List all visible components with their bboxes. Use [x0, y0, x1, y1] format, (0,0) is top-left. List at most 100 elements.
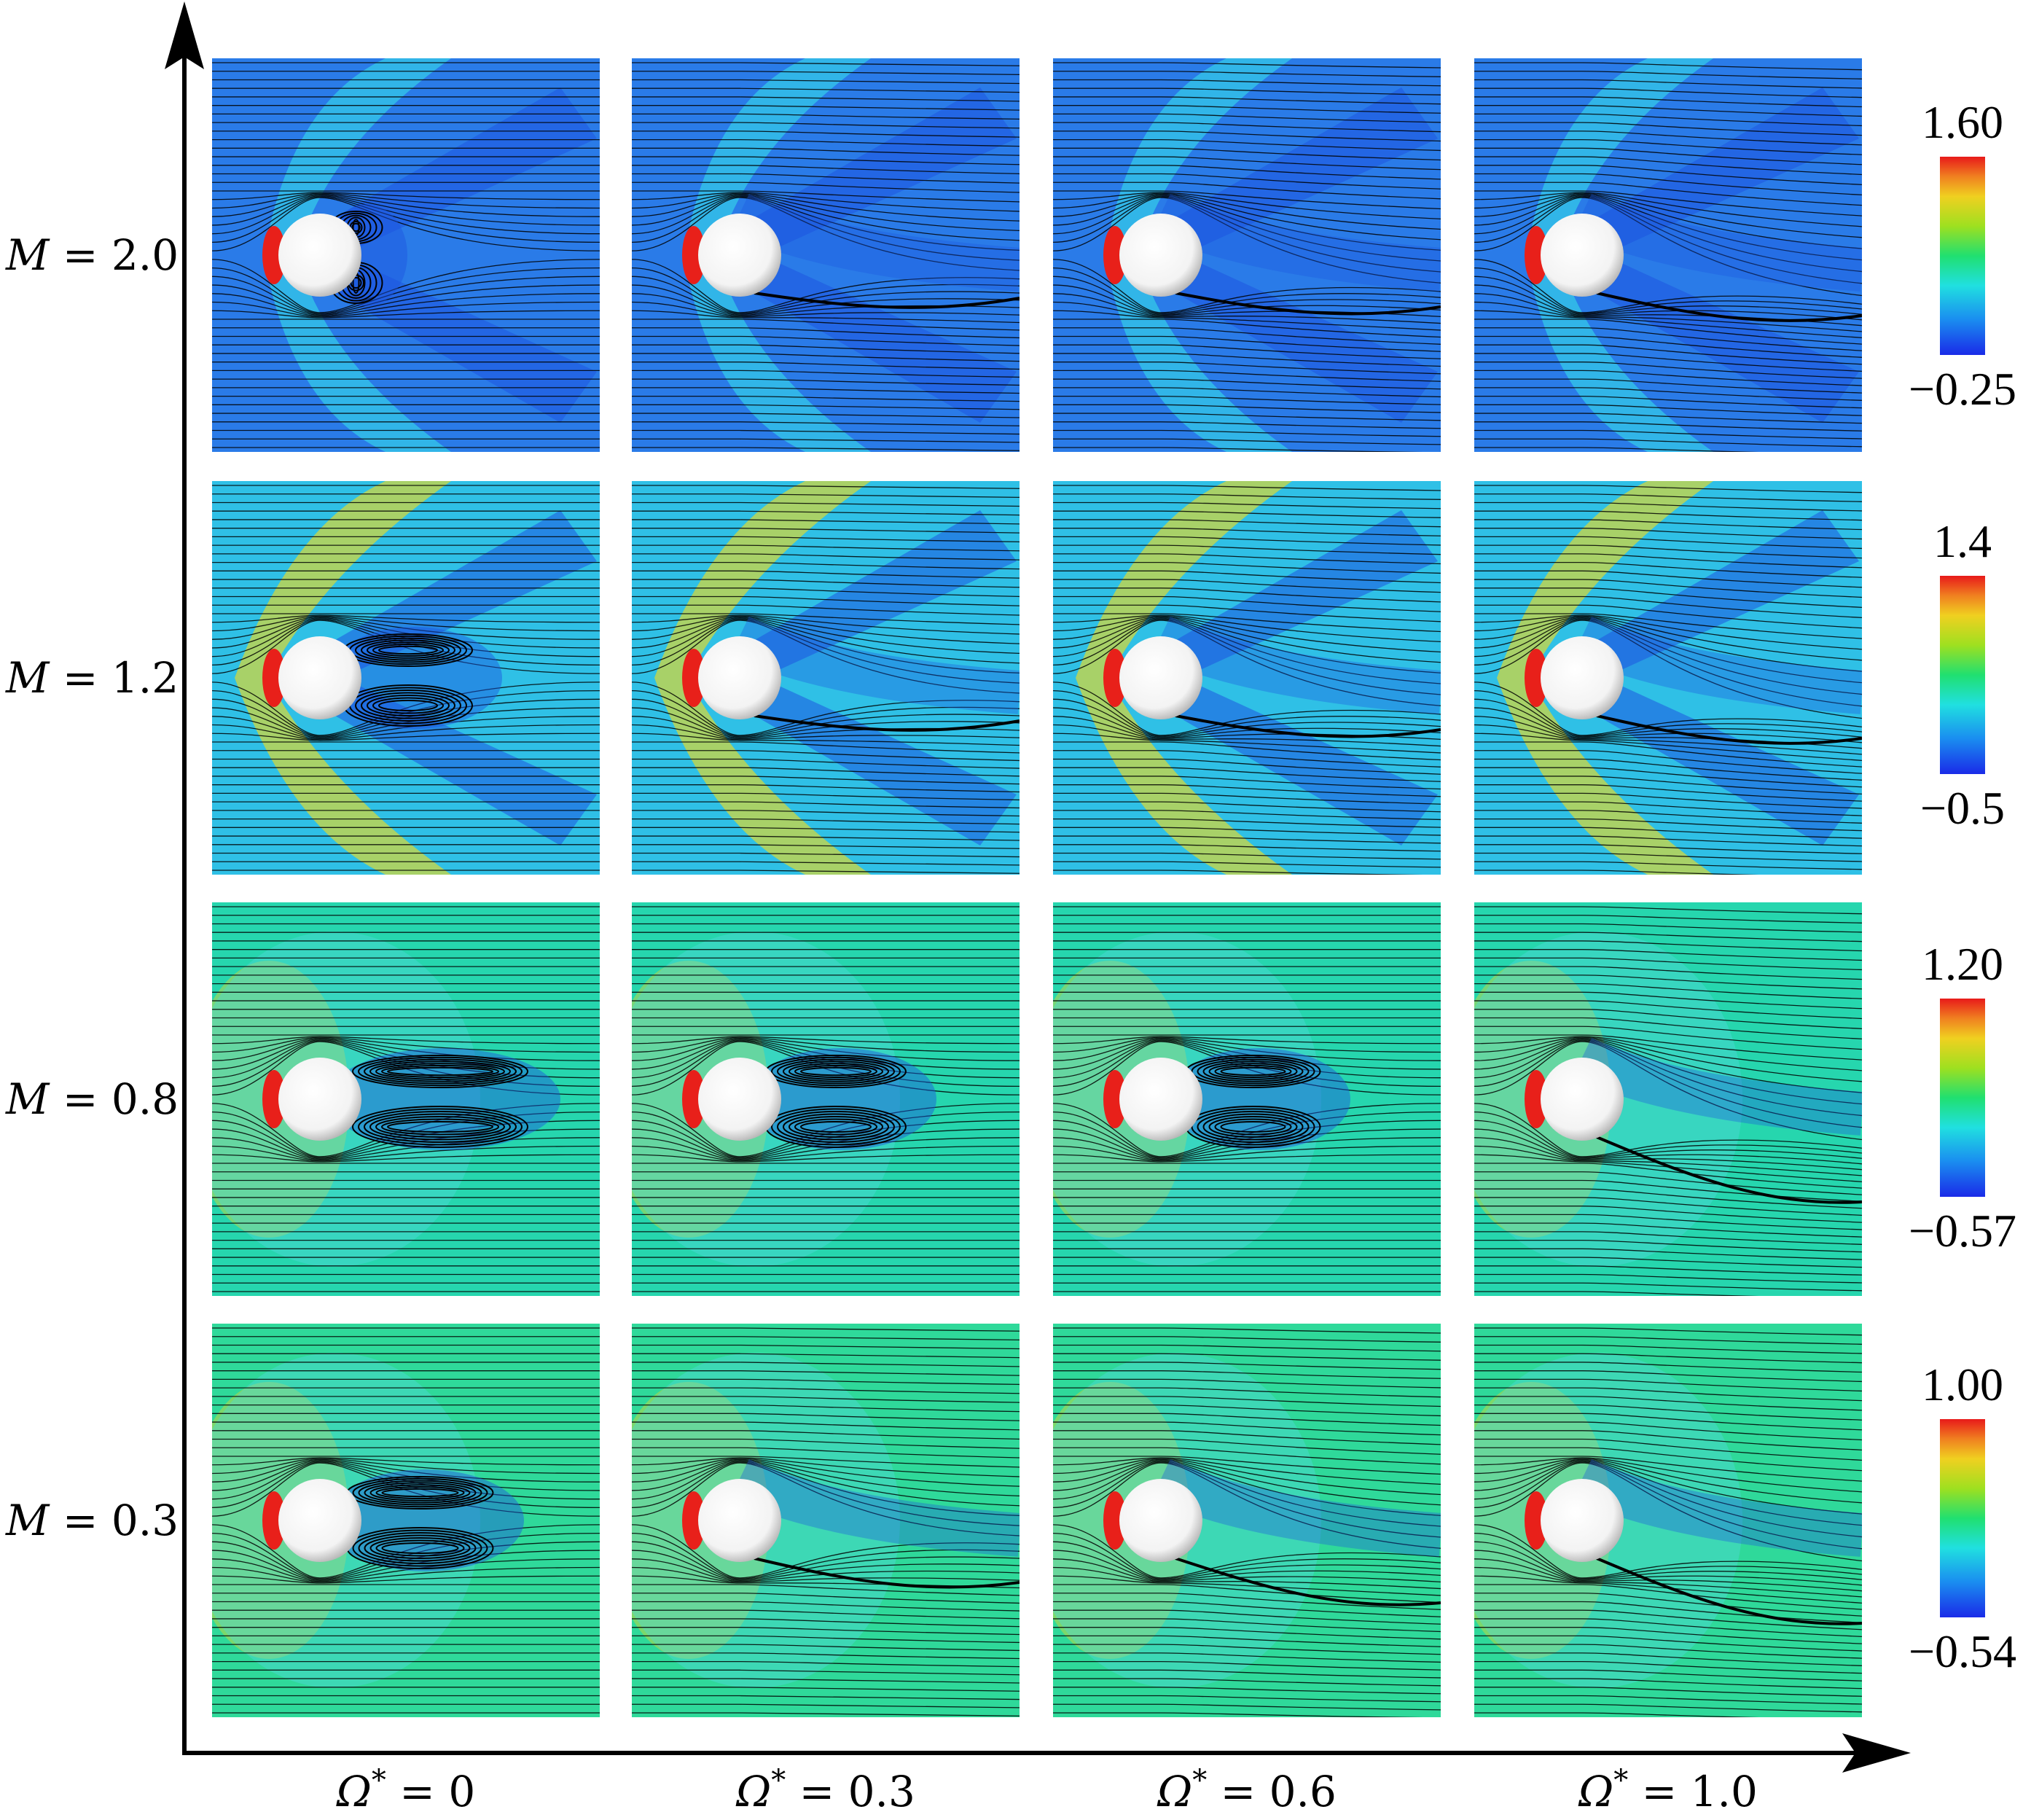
colorbar-min: −0.54: [1909, 1625, 2016, 1677]
stagnation-region: [262, 1070, 286, 1128]
flow-panel-r3-c1: [212, 902, 600, 1296]
streamlines: [632, 62, 1020, 451]
recirculation-bubble: [747, 1048, 936, 1150]
streamlines: [632, 485, 1020, 874]
cylinder: [278, 1479, 361, 1562]
streamlines: [212, 62, 600, 448]
flow-panel-r3-c2: [632, 902, 1020, 1296]
cylinder: [698, 636, 781, 719]
cylinder: [1541, 214, 1624, 297]
wake: [1168, 1048, 1350, 1150]
streamlines: [1053, 62, 1441, 452]
row-label-1: M = 2.0: [5, 230, 179, 280]
cylinder: [698, 214, 781, 297]
row-label-3: M = 0.8: [5, 1074, 179, 1124]
cylinder: [278, 214, 361, 297]
colorbar-1: 1.60 −0.25: [1909, 96, 2016, 415]
colorbar-gradient: [1940, 999, 1985, 1197]
stagnation-region: [682, 1070, 705, 1128]
stagnation-region: [262, 1491, 286, 1550]
colorbar-gradient: [1940, 1419, 1985, 1617]
stagnation-region: [1525, 1070, 1548, 1128]
streamlines: [1053, 1327, 1441, 1717]
streamlines: [1474, 62, 1862, 452]
streamlines: [212, 485, 600, 871]
cylinder: [278, 1058, 361, 1141]
colorbar-min: −0.5: [1920, 782, 2005, 834]
colorbar-4: 1.00 −0.54: [1909, 1359, 2016, 1677]
y-axis-arrowhead: [165, 1, 204, 69]
expansion-fan: [740, 87, 1017, 423]
flow-panel-r2-c3: [1053, 481, 1441, 875]
stagnation-region: [682, 649, 705, 707]
shear-layer: [754, 292, 1020, 309]
cylinder: [1119, 1058, 1202, 1141]
stagnation-region: [1103, 1070, 1127, 1128]
stagnation-region: [1103, 226, 1127, 284]
colorbars: 1.60 −0.25 1.4 −0.5 1.20 −0.57 1.00 −0.54: [1909, 96, 2016, 1677]
flow-panel-r3-c4: [1474, 902, 1862, 1296]
colorbar-min: −0.25: [1909, 363, 2016, 415]
cylinder: [698, 1058, 781, 1141]
column-label-2: Ω* = 0.3: [735, 1764, 915, 1816]
cylinder: [1119, 214, 1202, 297]
stagnation-region: [1103, 649, 1127, 707]
streamlines: [632, 906, 1020, 1292]
stagnation-region: [1525, 1491, 1548, 1550]
cylinder: [698, 1479, 781, 1562]
flow-panel-r4-c3: [1053, 1324, 1441, 1717]
colorbar-gradient: [1940, 157, 1985, 355]
column-label-4: Ω* = 1.0: [1578, 1764, 1758, 1816]
shear-layer: [1596, 292, 1862, 322]
row-labels: M = 2.0 M = 1.2 M = 0.8 M = 0.3: [5, 230, 179, 1545]
wake: [747, 1048, 936, 1150]
shear-layer: [1596, 1557, 1862, 1625]
flow-panel-r1-c1: [212, 58, 600, 452]
streamlines: [1053, 906, 1441, 1292]
cylinder: [278, 636, 361, 719]
stagnation-region: [262, 649, 286, 707]
flow-panel-r4-c2: [632, 1324, 1020, 1717]
colorbar-2: 1.4 −0.5: [1920, 515, 2005, 834]
shear-layer: [1596, 714, 1862, 745]
column-label-1: Ω* = 0: [336, 1764, 475, 1816]
flow-panel-r1-c4: [1474, 58, 1862, 452]
colorbar-max: 1.00: [1922, 1359, 2003, 1410]
colorbar-gradient: [1940, 576, 1985, 774]
panel-grid: [212, 58, 1862, 1717]
expansion-fan: [320, 87, 597, 423]
recirculation-bubble: [1168, 1048, 1350, 1150]
stagnation-region: [682, 226, 705, 284]
flow-panel-r2-c2: [632, 481, 1020, 875]
cylinder: [1119, 1479, 1202, 1562]
axes: [165, 1, 1911, 1773]
colorbar-max: 1.60: [1922, 96, 2003, 148]
cylinder: [1541, 1479, 1624, 1562]
stagnation-region: [262, 226, 286, 284]
colorbar-min: −0.57: [1909, 1205, 2016, 1257]
column-labels: Ω* = 0 Ω* = 0.3 Ω* = 0.6 Ω* = 1.0: [336, 1764, 1758, 1816]
streamlines: [632, 1327, 1020, 1716]
flow-panel-r4-c4: [1474, 1324, 1862, 1717]
column-label-3: Ω* = 0.6: [1157, 1764, 1337, 1816]
stagnation-region: [1525, 649, 1548, 707]
stagnation-region: [1103, 1491, 1127, 1550]
streamlines: [212, 906, 600, 1292]
colorbar-3: 1.20 −0.57: [1909, 938, 2016, 1257]
wake: [327, 1048, 560, 1150]
wake: [327, 1469, 524, 1571]
wake: [327, 627, 502, 729]
cylinder: [1541, 636, 1624, 719]
flow-panel-r2-c1: [212, 481, 600, 875]
shear-layer: [1175, 1557, 1441, 1606]
expansion-fan: [740, 510, 1017, 845]
cylinder: [1119, 636, 1202, 719]
shear-layer: [754, 1557, 1020, 1589]
streamlines: [1474, 1327, 1862, 1717]
row-label-2: M = 1.2: [5, 653, 179, 703]
colorbar-max: 1.4: [1933, 515, 1992, 567]
expansion-fan: [320, 510, 597, 845]
flow-panel-r4-c1: [212, 1324, 600, 1717]
shear-layer: [1596, 1136, 1862, 1204]
